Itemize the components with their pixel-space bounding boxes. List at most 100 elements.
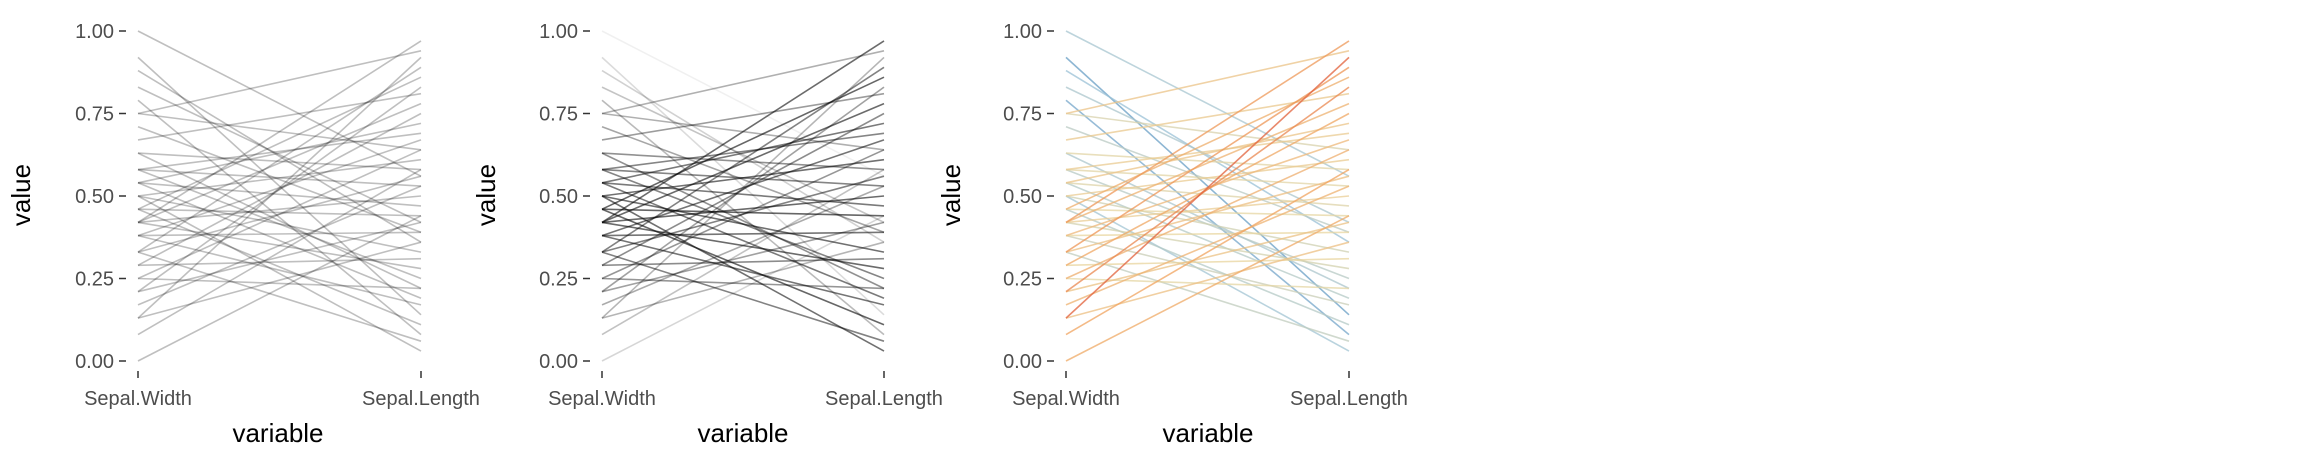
series-line <box>601 231 885 237</box>
x-tick-label: Sepal.Width <box>1012 388 1120 410</box>
y-tick-label: 0.75 <box>75 104 114 126</box>
series-line <box>137 102 422 224</box>
series-line <box>137 56 422 319</box>
x-axis-title: variable <box>697 418 788 448</box>
series-line <box>601 208 885 326</box>
x-axis-title: variable <box>232 418 323 448</box>
series-line <box>137 66 422 253</box>
series-line <box>137 195 422 253</box>
lines-layer <box>137 30 422 362</box>
series-line <box>137 257 422 267</box>
series-line <box>601 234 885 306</box>
y-tick-label: 0.50 <box>1003 186 1042 208</box>
series-line <box>1065 56 1350 316</box>
series-line <box>601 208 885 217</box>
series-line <box>137 86 422 293</box>
x-tick-label: Sepal.Length <box>362 388 480 410</box>
series-line <box>1065 69 1350 243</box>
series-line <box>1065 208 1350 326</box>
series-line <box>601 56 885 316</box>
series-line <box>601 277 885 290</box>
series-line <box>601 195 885 253</box>
series-line <box>1065 40 1350 224</box>
series-line <box>1065 195 1350 224</box>
y-tick-label: 0.75 <box>1003 104 1042 126</box>
series-line <box>1065 56 1350 319</box>
y-tick-label: 0.50 <box>539 186 578 208</box>
series-line <box>137 158 422 197</box>
y-tick-label: 0.25 <box>539 269 578 291</box>
x-tick-label: Sepal.Length <box>825 388 943 410</box>
series-line <box>601 175 885 253</box>
series-line <box>137 168 422 336</box>
series-line <box>137 208 422 217</box>
series-line <box>137 99 422 336</box>
y-axis: 0.00 0.25 0.50 0.75 1.00 <box>1003 21 1054 373</box>
series-line <box>1065 208 1350 217</box>
series-line <box>1065 195 1350 253</box>
series-line <box>137 69 422 243</box>
series-line <box>601 50 885 115</box>
series-line <box>601 102 885 224</box>
series-line <box>137 175 422 253</box>
series-line <box>601 30 885 177</box>
y-tick-label: 1.00 <box>539 21 578 43</box>
series-line <box>1065 152 1350 290</box>
series-line <box>1065 132 1350 171</box>
series-line <box>137 92 422 141</box>
x-axis: Sepal.Width Sepal.Length <box>1012 371 1408 410</box>
series-line <box>601 139 885 237</box>
series-line <box>601 99 885 336</box>
series-line <box>137 56 422 316</box>
series-line <box>601 168 885 336</box>
series-line <box>137 234 422 306</box>
x-axis: Sepal.Width Sepal.Length <box>84 371 480 410</box>
x-tick-label: Sepal.Width <box>84 388 192 410</box>
y-tick-label: 1.00 <box>75 21 114 43</box>
series-line <box>1065 30 1350 177</box>
series-line <box>137 152 422 290</box>
series-line <box>137 30 422 177</box>
series-line <box>137 125 422 234</box>
lines-layer <box>601 30 885 362</box>
series-line <box>601 69 885 243</box>
series-line <box>601 221 885 293</box>
y-axis: 0.00 0.25 0.50 0.75 1.00 <box>539 21 590 373</box>
y-axis: 0.00 0.25 0.50 0.75 1.00 <box>75 21 126 373</box>
series-line <box>1065 152 1350 171</box>
series-line <box>1065 66 1350 253</box>
series-line <box>137 122 422 184</box>
series-line <box>137 231 422 237</box>
x-axis-title: variable <box>1162 418 1253 448</box>
chart-panel-1: 0.00 0.25 0.50 0.75 1.00 Sepal.Width Sepal.Le… <box>6 21 480 448</box>
series-line <box>137 132 422 171</box>
series-line <box>137 277 422 290</box>
y-tick-label: 0.75 <box>539 104 578 126</box>
series-line <box>137 195 422 224</box>
series-line <box>137 241 422 319</box>
series-line <box>1065 241 1350 319</box>
series-line <box>1065 257 1350 267</box>
y-tick-label: 0.00 <box>539 351 578 373</box>
series-line <box>1065 231 1350 237</box>
series-line <box>601 195 885 352</box>
series-line <box>601 185 885 306</box>
series-line <box>137 50 422 115</box>
series-line <box>1065 215 1350 362</box>
series-line <box>601 241 885 319</box>
series-line <box>601 149 885 280</box>
series-line <box>601 158 885 197</box>
series-line <box>1065 122 1350 184</box>
series-line <box>137 221 422 293</box>
series-line <box>601 152 885 171</box>
series-line <box>137 185 422 306</box>
series-line <box>137 149 422 280</box>
series-line <box>601 122 885 184</box>
series-line <box>137 208 422 326</box>
series-line <box>1065 168 1350 336</box>
series-line <box>1065 76 1350 210</box>
series-line <box>1065 234 1350 306</box>
lines-layer <box>1065 30 1350 362</box>
series-line <box>601 257 885 267</box>
